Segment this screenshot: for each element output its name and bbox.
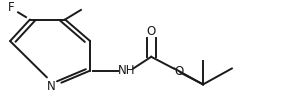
Text: O: O	[147, 25, 156, 38]
Text: NH: NH	[118, 64, 135, 77]
Text: N: N	[47, 80, 56, 93]
Text: F: F	[8, 1, 15, 14]
Text: O: O	[174, 65, 183, 78]
